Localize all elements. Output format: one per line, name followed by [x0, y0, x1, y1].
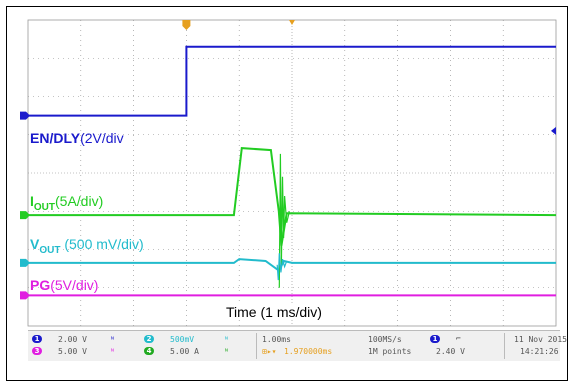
iout-label-main: I [30, 193, 34, 209]
ch3-bw-icon: ᴺ [110, 347, 115, 356]
vout-label-sub: OUT [39, 244, 61, 256]
status-divider-1 [256, 333, 257, 359]
ch4-bw-icon: ᴺ [224, 347, 229, 356]
vout-ringing [276, 253, 288, 281]
rising-edge-icon: ⌐ [456, 334, 461, 343]
vout-label: VOUT (500 mV/div) [30, 236, 144, 259]
en-dly-label-scale: (2V/div [80, 130, 124, 146]
trigger-level: 2.40 V [436, 347, 465, 356]
channel-ground-marker [20, 211, 30, 220]
channel-ground-marker [20, 111, 30, 120]
sample-rate: 100MS/s [368, 335, 402, 344]
clock: 14:21:26 [520, 347, 559, 356]
ch2-bw-icon: ᴺ [224, 335, 229, 344]
trace-0 [28, 45, 556, 117]
ch2-badge: 2 [144, 335, 154, 343]
ch2-scale: 500mV [170, 335, 195, 344]
trigger-channel-badge: 1 [430, 335, 440, 343]
ch1-badge: 1 [32, 335, 42, 343]
iout-ringing [278, 153, 290, 288]
en-dly-label: EN/DLY(2V/div [30, 130, 124, 146]
pg-label: PG(5V/div) [30, 277, 98, 293]
vout-label-main: V [30, 236, 40, 252]
trigger-position-marker [182, 20, 191, 30]
record-length: 1M points [368, 347, 412, 356]
trigger-level-arrow [551, 126, 556, 135]
channel-ground-marker [20, 258, 30, 267]
vout-label-scale: (500 mV/div) [60, 236, 144, 252]
iout-label-scale: (5A/div) [55, 193, 104, 209]
status-divider-2 [504, 333, 505, 359]
scope-status-bar: 1 2.00 V ᴺ 3 5.00 V ᴺ 2 500mV ᴺ 4 5.00 A… [28, 330, 567, 361]
timebase: 1.00ms [262, 335, 291, 344]
pg-label-bold: PG [30, 277, 51, 293]
iout-label-sub: OUT [33, 201, 55, 213]
ch4-scale: 5.00 A [170, 347, 199, 356]
x-axis-label: Time (1 ms/div) [224, 304, 324, 320]
trigger-position-icon: ⊞▸▾ [262, 347, 277, 356]
iout-label: IOUT(5A/div) [30, 193, 103, 216]
pg-label-scale: (5V/div) [50, 277, 99, 293]
ch3-scale: 5.00 V [58, 347, 87, 356]
ch4-badge: 4 [144, 347, 154, 355]
trace-2 [28, 258, 556, 272]
channel-ground-marker [20, 291, 30, 300]
ch1-bw-icon: ᴺ [110, 335, 115, 344]
date: 11 Nov 2015 [514, 335, 567, 344]
center-marker [289, 20, 295, 25]
ch3-badge: 3 [32, 347, 42, 355]
ch1-scale: 2.00 V [58, 335, 87, 344]
trigger-position: 1.970000ms [284, 347, 333, 356]
en-dly-label-bold: EN/DLY [30, 130, 81, 146]
